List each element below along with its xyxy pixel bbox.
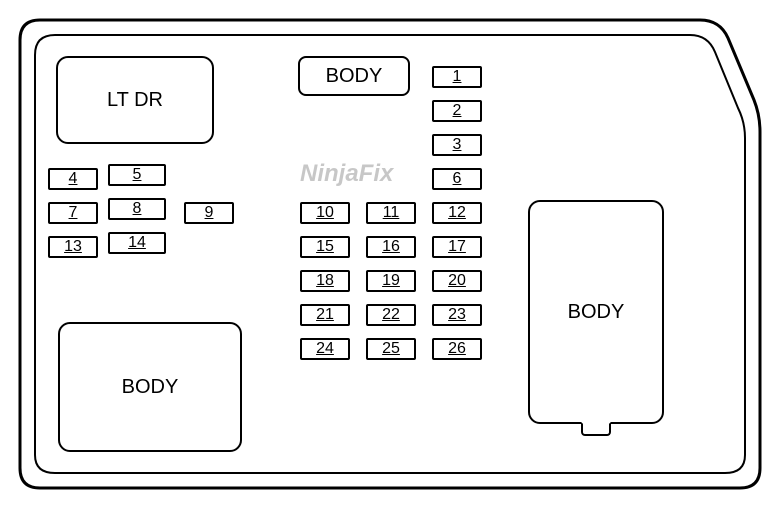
- fuse-4: 4: [48, 168, 98, 190]
- fuse-18: 18: [300, 270, 350, 292]
- fuse-19-label: 19: [382, 273, 400, 289]
- fuse-8-label: 8: [133, 201, 142, 217]
- fuse-5: 5: [108, 164, 166, 186]
- fuse-13: 13: [48, 236, 98, 258]
- fuse-3: 3: [432, 134, 482, 156]
- fuse-21-label: 21: [316, 307, 334, 323]
- fuse-10: 10: [300, 202, 350, 224]
- fuse-16: 16: [366, 236, 416, 258]
- fuse-15: 15: [300, 236, 350, 258]
- fuse-23: 23: [432, 304, 482, 326]
- fuse-24-label: 24: [316, 341, 334, 357]
- fuse-21: 21: [300, 304, 350, 326]
- fuse-23-label: 23: [448, 307, 466, 323]
- fuse-24: 24: [300, 338, 350, 360]
- fuse-14: 14: [108, 232, 166, 254]
- fuse-19: 19: [366, 270, 416, 292]
- fuse-22: 22: [366, 304, 416, 326]
- fuse-25: 25: [366, 338, 416, 360]
- fuse-18-label: 18: [316, 273, 334, 289]
- fusebox-diagram: LT DR BODY BODY BODY 1234567891011121314…: [0, 0, 768, 505]
- fuse-26: 26: [432, 338, 482, 360]
- fuse-3-label: 3: [453, 137, 462, 153]
- fuse-22-label: 22: [382, 307, 400, 323]
- fuse-7: 7: [48, 202, 98, 224]
- fuse-5-label: 5: [133, 167, 142, 183]
- fuse-17-label: 17: [448, 239, 466, 255]
- fuse-16-label: 16: [382, 239, 400, 255]
- module-body-top-label: BODY: [326, 66, 383, 86]
- fuse-17: 17: [432, 236, 482, 258]
- module-body-right: BODY: [528, 200, 664, 424]
- module-body-right-tab: [581, 422, 611, 436]
- fuse-12-label: 12: [448, 205, 466, 221]
- fuse-25-label: 25: [382, 341, 400, 357]
- fuse-14-label: 14: [128, 235, 146, 251]
- fuse-1: 1: [432, 66, 482, 88]
- fuse-2-label: 2: [453, 103, 462, 119]
- fuse-8: 8: [108, 198, 166, 220]
- fuse-7-label: 7: [69, 205, 78, 221]
- fuse-15-label: 15: [316, 239, 334, 255]
- fuse-13-label: 13: [64, 239, 82, 255]
- module-body-left: BODY: [58, 322, 242, 452]
- module-lt-dr-label: LT DR: [107, 90, 163, 110]
- fuse-9: 9: [184, 202, 234, 224]
- module-lt-dr: LT DR: [56, 56, 214, 144]
- module-body-top: BODY: [298, 56, 410, 96]
- fuse-20-label: 20: [448, 273, 466, 289]
- module-body-left-label: BODY: [122, 377, 179, 397]
- fuse-4-label: 4: [69, 171, 78, 187]
- fuse-12: 12: [432, 202, 482, 224]
- fuse-20: 20: [432, 270, 482, 292]
- fuse-6-label: 6: [453, 171, 462, 187]
- fuse-10-label: 10: [316, 205, 334, 221]
- fuse-2: 2: [432, 100, 482, 122]
- fuse-26-label: 26: [448, 341, 466, 357]
- fuse-6: 6: [432, 168, 482, 190]
- module-body-right-label: BODY: [568, 302, 625, 322]
- fuse-11-label: 11: [383, 205, 400, 221]
- fuse-11: 11: [366, 202, 416, 224]
- fuse-9-label: 9: [205, 205, 214, 221]
- fuse-1-label: 1: [453, 69, 462, 85]
